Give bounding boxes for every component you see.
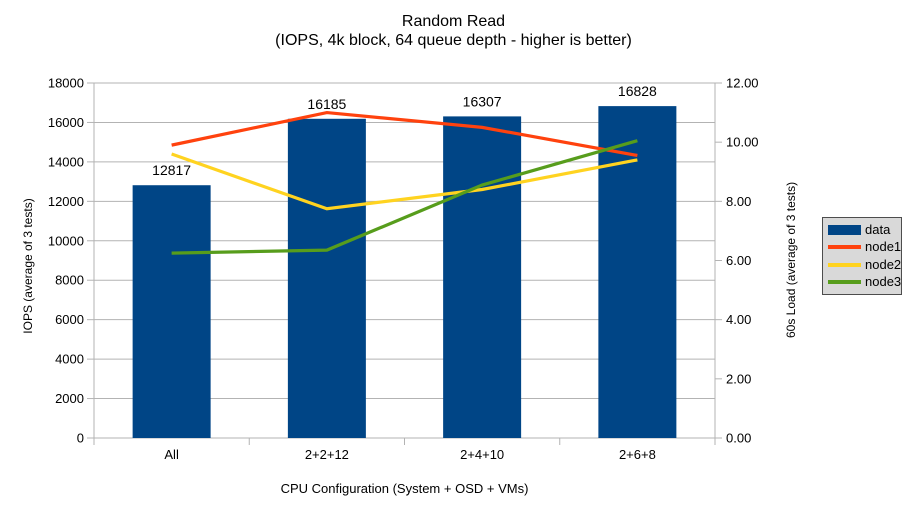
legend-item-node1: node1 <box>828 239 902 255</box>
left-axis-tick-label: 2000 <box>55 391 84 406</box>
line-node1 <box>171 110 638 158</box>
left-axis-tick-label: 18000 <box>48 76 84 91</box>
right-axis-tick-label: 2.00 <box>726 371 751 386</box>
chart-title-block: Random Read (IOPS, 4k block, 64 queue de… <box>0 12 907 50</box>
legend-label: data <box>865 221 891 237</box>
left-axis-tick-label: 14000 <box>48 154 84 169</box>
legend-swatch-data <box>828 224 861 235</box>
bar <box>132 185 211 438</box>
bar-value-label: 16828 <box>618 83 657 99</box>
left-axis-tick-label: 6000 <box>55 312 84 327</box>
legend-item-node2: node2 <box>828 256 902 272</box>
legend-swatch-node3 <box>828 280 861 285</box>
left-axis-tick-label: 4000 <box>55 352 84 367</box>
left-axis-tick-label: 16000 <box>48 115 84 130</box>
bar <box>443 116 522 439</box>
bar-value-label: 12817 <box>152 162 191 178</box>
chart-subtitle: (IOPS, 4k block, 64 queue depth - higher… <box>275 32 632 49</box>
legend-label: node1 <box>865 239 902 255</box>
legend-swatch-node2 <box>828 262 861 267</box>
left-axis-tick-label: 12000 <box>48 194 84 209</box>
right-axis-title: 60s Load (average of 3 tests) <box>784 181 798 338</box>
legend: data node1 node2 node3 <box>822 217 902 295</box>
bar <box>598 106 677 438</box>
right-axis-tick-label: 8.00 <box>726 194 751 209</box>
legend-swatch-node1 <box>828 245 861 250</box>
bar-value-label: 16307 <box>463 93 502 109</box>
chart-title: Random Read <box>401 13 506 30</box>
line-node2 <box>171 152 638 211</box>
left-axis-tick-label: 0 <box>77 431 84 446</box>
legend-label: node3 <box>865 274 902 290</box>
right-axis-tick-label: 4.00 <box>726 312 751 327</box>
right-axis-tick-label: 12.00 <box>726 76 759 91</box>
left-axis-tick-label: 8000 <box>55 273 84 288</box>
left-axis-title: IOPS (average of 3 tests) <box>21 198 35 334</box>
right-axis-tick-label: 0.00 <box>726 431 751 446</box>
x-axis-tick-label: 2+4+10 <box>460 447 504 462</box>
legend-label: node2 <box>865 256 902 272</box>
bar-value-label: 16185 <box>307 96 346 112</box>
x-axis-tick-label: All <box>164 447 179 462</box>
right-axis-tick-label: 6.00 <box>726 253 751 268</box>
bar <box>287 118 366 438</box>
x-axis-tick-label: 2+2+12 <box>305 447 349 462</box>
legend-item-node3: node3 <box>828 274 902 290</box>
x-axis-tick-label: 2+6+8 <box>619 447 656 462</box>
right-axis-tick-label: 10.00 <box>726 135 759 150</box>
left-axis-tick-label: 10000 <box>48 233 84 248</box>
legend-item-data: data <box>828 221 899 237</box>
line-node3 <box>171 139 638 255</box>
x-axis-title: CPU Configuration (System + OSD + VMs) <box>280 481 529 496</box>
